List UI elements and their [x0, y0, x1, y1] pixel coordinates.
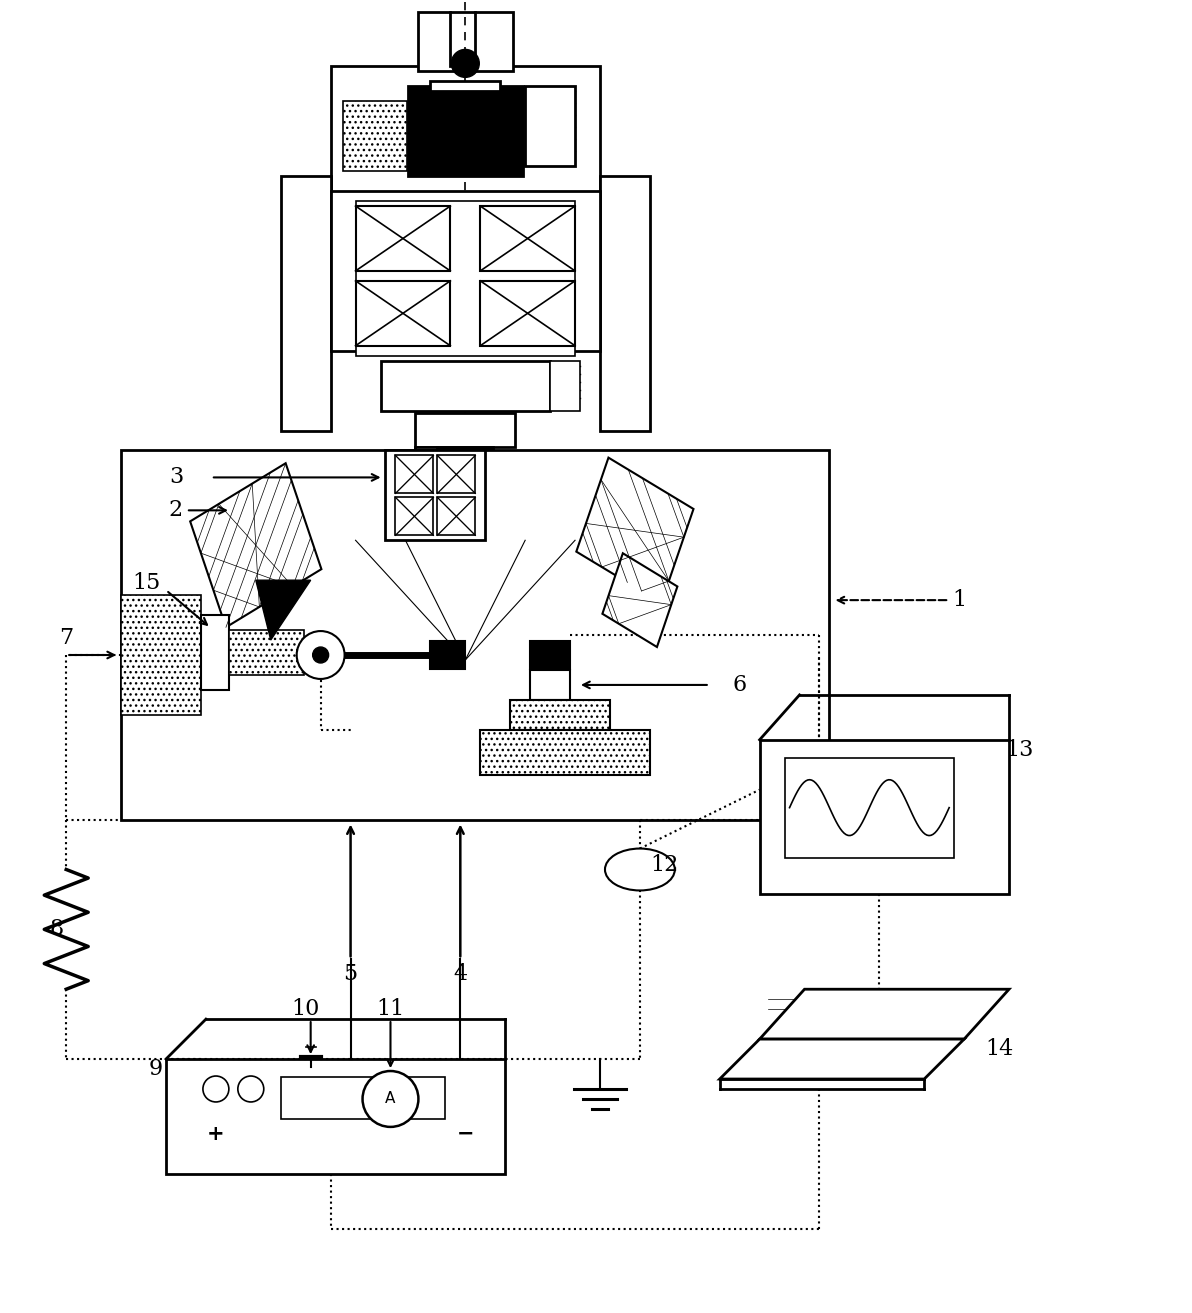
Bar: [600, 176, 650, 431]
Bar: [784, 758, 954, 857]
Bar: [229, 630, 304, 675]
Bar: [480, 730, 650, 775]
Text: 15: 15: [132, 572, 160, 595]
Bar: [396, 456, 434, 494]
Bar: [330, 192, 600, 351]
Circle shape: [238, 1077, 263, 1102]
Polygon shape: [256, 580, 311, 639]
Bar: [510, 700, 610, 730]
Circle shape: [297, 632, 344, 679]
Bar: [396, 498, 434, 536]
Bar: [759, 739, 1010, 894]
Polygon shape: [602, 553, 677, 647]
Bar: [550, 361, 581, 411]
Circle shape: [362, 1071, 418, 1127]
Bar: [530, 670, 570, 700]
Polygon shape: [576, 458, 694, 603]
Text: 12: 12: [651, 853, 679, 876]
Bar: [122, 450, 830, 819]
Bar: [355, 201, 575, 356]
Text: 7: 7: [60, 628, 73, 649]
Text: 6: 6: [733, 674, 746, 696]
Circle shape: [312, 647, 329, 663]
Bar: [530, 641, 570, 668]
Text: 14: 14: [985, 1039, 1013, 1060]
Polygon shape: [191, 463, 322, 628]
Circle shape: [203, 1077, 229, 1102]
Bar: [330, 67, 600, 276]
Text: 1: 1: [952, 590, 967, 611]
Text: 4: 4: [453, 964, 467, 985]
Bar: [437, 498, 476, 536]
Text: 11: 11: [377, 998, 404, 1020]
Circle shape: [452, 50, 479, 77]
Bar: [526, 87, 575, 167]
Bar: [437, 448, 493, 475]
Polygon shape: [759, 989, 1010, 1039]
Bar: [355, 281, 451, 345]
Text: 5: 5: [343, 964, 358, 985]
Text: A: A: [385, 1091, 396, 1107]
Bar: [385, 450, 485, 540]
Bar: [430, 81, 501, 92]
Text: 8: 8: [49, 918, 63, 940]
Bar: [418, 12, 514, 71]
Bar: [416, 412, 515, 448]
Bar: [409, 87, 523, 176]
Text: 9: 9: [149, 1058, 163, 1081]
Bar: [281, 176, 330, 431]
Text: 10: 10: [292, 998, 319, 1020]
Text: 2: 2: [169, 499, 184, 521]
Bar: [480, 206, 575, 270]
Text: 13: 13: [1005, 739, 1033, 760]
Bar: [437, 456, 476, 494]
Bar: [380, 361, 550, 411]
Bar: [281, 1077, 446, 1119]
Polygon shape: [720, 1039, 964, 1079]
Bar: [480, 281, 575, 345]
Bar: [430, 641, 465, 668]
Bar: [355, 206, 451, 270]
Ellipse shape: [606, 848, 675, 890]
Text: −: −: [457, 1124, 474, 1144]
Text: +: +: [207, 1124, 225, 1144]
Bar: [201, 614, 229, 689]
Bar: [122, 595, 201, 714]
Text: 3: 3: [169, 466, 184, 488]
Bar: [166, 1060, 505, 1174]
Bar: [430, 495, 501, 511]
Bar: [416, 448, 437, 475]
Bar: [416, 475, 515, 495]
Bar: [342, 101, 408, 171]
